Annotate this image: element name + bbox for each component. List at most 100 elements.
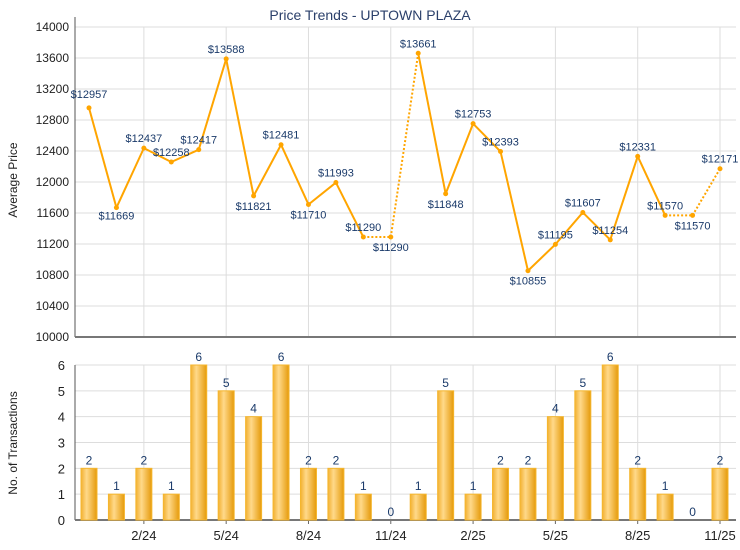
price-point [251,193,257,199]
price-line-segment [115,147,145,209]
price-data-label: $11710 [291,209,327,221]
price-point [223,56,229,62]
x-tick-label: 2/25 [460,528,485,543]
price-point [607,237,613,243]
transaction-bar [299,467,317,521]
price-point [552,241,558,247]
price-data-label: $12753 [455,109,492,121]
bar-y-tick-label: 3 [58,436,65,451]
bar-value-label: 2 [305,453,312,467]
price-line-segment [280,144,310,205]
price-point [662,212,668,218]
price-point [498,149,504,155]
transaction-bar [245,416,263,521]
bar-value-label: 2 [525,453,532,467]
transaction-bar [629,467,647,521]
price-line-segment [527,243,557,272]
bar-value-label: 4 [552,402,559,416]
chart-title: Price Trends - UPTOWN PLAZA [269,7,471,23]
bar-value-label: 4 [250,402,257,416]
bar-value-label: 5 [223,376,230,390]
bar-value-label: 6 [195,350,202,364]
price-line-segment [499,151,529,271]
price-data-label: $11195 [538,229,573,241]
price-data-label: $12437 [126,133,163,145]
bar-y-tick-label: 6 [58,358,65,373]
transaction-bar [574,390,592,521]
price-point [333,180,339,186]
price-line-segment [417,53,447,194]
price-y-tick-label: 11200 [37,237,70,251]
price-data-label: $12957 [71,89,108,101]
transaction-bar [272,364,290,521]
price-data-label: $11848 [428,199,464,211]
price-point [278,142,284,148]
bar-y-tick-label: 1 [58,487,65,502]
price-line-segment [143,147,172,163]
price-line-segment [225,58,255,197]
price-y-tick-label: 12800 [36,113,70,127]
x-tick-label: 11/24 [375,528,407,543]
price-data-label: $12171 [702,154,739,166]
price-line-segment [389,53,420,238]
price-y-tick-label: 11600 [37,206,70,220]
price-point [141,145,147,151]
price-line-segment [472,122,502,153]
transaction-bar [327,467,345,521]
bar-value-label: 2 [141,453,148,467]
price-data-label: $11570 [675,220,711,232]
x-tick-label: 8/24 [296,528,321,543]
price-data-label: $11669 [98,211,134,223]
x-tick-label: 5/24 [214,528,239,543]
transaction-bar [519,467,537,521]
bar-value-label: 1 [168,479,175,493]
transaction-bar [601,364,619,521]
price-data-label: $11821 [236,201,272,213]
price-point [388,234,394,240]
price-line-segment [197,58,228,150]
transaction-bar [437,390,455,521]
transaction-bar [217,390,235,521]
bar-value-label: 1 [360,479,367,493]
bar-y-tick-label: 2 [58,461,65,476]
bar-y-tick-label: 4 [58,410,65,425]
price-point [443,191,449,197]
x-tick-label: 2/24 [131,528,156,543]
price-point [113,205,119,211]
price-y-tick-label: 14000 [36,20,70,34]
transaction-bar [190,364,208,521]
bar-value-label: 1 [470,479,477,493]
price-point [415,50,421,56]
price-line-segment [88,107,118,208]
bar-value-label: 1 [415,479,422,493]
price-line-segment [170,148,200,163]
price-line-segment [252,144,282,197]
bar-value-label: 0 [689,505,696,519]
price-line-segment [307,181,337,206]
price-data-label: $12481 [263,130,300,142]
price-line-segment [444,123,475,195]
price-data-label: $13588 [208,44,245,56]
bar-value-label: 2 [333,453,340,467]
price-y-tick-label: 13200 [36,82,70,96]
price-line-segment [554,211,584,246]
price-data-label: $11290 [345,222,381,234]
price-data-label: $11290 [373,242,409,254]
transaction-bar [546,416,564,521]
price-point [525,268,531,274]
transactions-y-axis-label: No. of Transactions [6,391,20,494]
transaction-bar [162,493,180,521]
bar-value-label: 2 [634,453,641,467]
price-point [580,209,586,215]
bar-value-label: 2 [497,453,504,467]
price-point [717,166,723,172]
price-point [470,121,476,127]
transaction-bar [464,493,482,521]
bar-value-label: 5 [579,376,586,390]
bar-value-label: 6 [278,350,285,364]
transaction-bar [135,467,153,521]
price-data-label: $11254 [592,225,628,237]
price-data-label: $11570 [647,200,683,212]
price-point [305,201,311,207]
